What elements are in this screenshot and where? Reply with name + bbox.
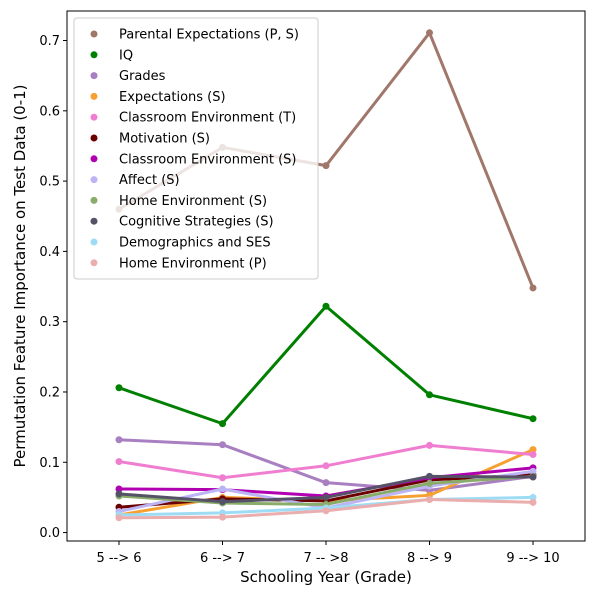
data-point <box>426 472 433 480</box>
series-lines <box>115 29 537 522</box>
legend-item: IQ <box>90 48 133 63</box>
legend-item: Classroom Environment (T) <box>90 111 296 126</box>
legend-marker <box>90 238 98 246</box>
data-point <box>322 162 330 170</box>
legend-label: Expectations (S) <box>119 90 226 105</box>
data-point <box>529 473 537 481</box>
legend: Parental Expectations (P, S) IQ Grades Expe… <box>73 17 319 280</box>
data-point <box>219 485 226 493</box>
data-point <box>115 490 123 498</box>
x-tick-label: 7 -- >8 <box>303 551 348 566</box>
series-9 <box>115 472 537 506</box>
x-tick-label: 5 --> 6 <box>96 551 141 566</box>
data-point <box>115 514 123 522</box>
legend-item: Home Environment (P) <box>90 256 267 271</box>
legend-label: Home Environment (S) <box>119 194 267 209</box>
data-point <box>219 474 226 482</box>
legend-item: Parental Expectations (P, S) <box>90 28 299 43</box>
y-tick-label: 0.7 <box>39 34 60 49</box>
data-point <box>426 479 433 487</box>
data-point <box>219 513 226 521</box>
data-point <box>322 493 330 501</box>
series-11 <box>115 496 537 522</box>
data-point <box>426 496 433 504</box>
legend-marker <box>90 113 98 121</box>
legend-item: Affect (S) <box>90 173 180 188</box>
legend-label: Classroom Environment (T) <box>119 111 296 126</box>
legend-label: Home Environment (P) <box>119 256 267 271</box>
series-2 <box>115 436 537 494</box>
legend-label: Affect (S) <box>119 173 180 188</box>
legend-label: Grades <box>119 69 166 84</box>
x-tick-label: 9 --> 10 <box>506 551 559 566</box>
legend-item: Cognitive Strategies (S) <box>90 215 274 230</box>
legend-box <box>73 17 319 280</box>
data-point <box>322 479 330 487</box>
y-tick-label: 0.0 <box>39 526 60 541</box>
legend-marker <box>90 30 98 38</box>
data-point <box>529 493 537 501</box>
legend-item: Home Environment (S) <box>90 194 267 209</box>
legend-marker <box>90 51 98 59</box>
legend-marker <box>90 134 98 142</box>
data-point <box>529 498 537 506</box>
data-point <box>529 446 537 454</box>
legend-marker <box>90 259 98 267</box>
x-axis-title: Schooling Year (Grade) <box>240 568 412 586</box>
x-tick-label: 6 --> 7 <box>200 551 245 566</box>
y-tick-label: 0.3 <box>39 315 60 330</box>
legend-label: Cognitive Strategies (S) <box>119 215 274 230</box>
data-point <box>426 29 433 37</box>
legend-label: IQ <box>119 48 133 63</box>
data-point <box>426 391 433 399</box>
data-point <box>115 458 123 466</box>
legend-label: Classroom Environment (S) <box>119 152 297 167</box>
series-4 <box>115 441 537 482</box>
x-tick-label: 8 --> 9 <box>407 551 452 566</box>
data-point <box>529 467 537 475</box>
legend-item: Classroom Environment (S) <box>90 152 297 167</box>
legend-marker <box>90 92 98 100</box>
legend-marker <box>90 196 98 204</box>
legend-marker <box>90 155 98 163</box>
data-point <box>426 441 433 449</box>
legend-label: Demographics and SES <box>119 236 271 251</box>
data-point <box>219 498 226 506</box>
y-tick-label: 0.6 <box>39 104 60 119</box>
data-point <box>219 441 226 449</box>
data-point <box>115 485 123 493</box>
series-line <box>117 304 535 426</box>
legend-label: Motivation (S) <box>119 132 210 147</box>
legend-item: Expectations (S) <box>90 90 226 105</box>
legend-item: Motivation (S) <box>90 132 210 147</box>
legend-item: Grades <box>90 69 166 84</box>
axes: 0.0 0.1 0.2 0.3 0.4 0.5 0.6 0.7 5 --> 6 6 --> 7 7 … <box>39 10 586 566</box>
y-tick-label: 0.2 <box>39 385 60 400</box>
data-point <box>115 384 123 392</box>
y-axis-title: Permutation Feature Importance on Test D… <box>11 84 29 467</box>
legend-label: Parental Expectations (P, S) <box>119 28 299 43</box>
legend-marker <box>90 176 98 184</box>
data-point <box>322 462 330 470</box>
data-point <box>529 284 537 292</box>
series-1 <box>115 302 537 428</box>
data-point <box>322 507 330 515</box>
data-point <box>219 420 226 428</box>
y-tick-label: 0.4 <box>39 245 60 260</box>
data-point <box>115 436 123 444</box>
legend-item: Demographics and SES <box>90 236 271 251</box>
legend-marker <box>90 72 98 80</box>
data-point <box>529 415 537 423</box>
y-tick-label: 0.1 <box>39 456 60 471</box>
data-point <box>322 302 330 310</box>
legend-marker <box>90 217 98 225</box>
data-point <box>529 451 537 459</box>
y-tick-label: 0.5 <box>39 175 60 190</box>
